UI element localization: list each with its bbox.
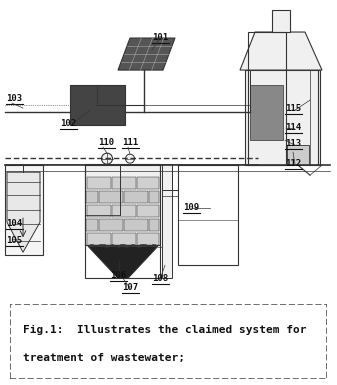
Bar	[5, 165, 43, 255]
Text: 115: 115	[285, 104, 301, 113]
Bar	[248, 32, 286, 165]
Text: 108: 108	[152, 274, 168, 283]
Bar	[272, 10, 290, 32]
Bar	[149, 191, 159, 203]
Text: 102: 102	[60, 119, 76, 128]
Bar	[137, 177, 159, 189]
Bar	[86, 191, 98, 203]
Bar	[86, 219, 98, 231]
Bar	[99, 219, 123, 231]
Bar	[85, 165, 160, 245]
Bar	[250, 85, 283, 140]
Bar	[87, 205, 111, 217]
Bar	[137, 233, 159, 245]
Text: treatment of wastewater;: treatment of wastewater;	[23, 353, 185, 363]
Polygon shape	[240, 32, 322, 70]
Bar	[287, 145, 309, 165]
Bar	[87, 233, 111, 245]
Text: 113: 113	[285, 139, 301, 148]
Circle shape	[125, 154, 134, 163]
Bar	[149, 219, 159, 231]
Bar	[112, 233, 136, 245]
Text: 101: 101	[152, 33, 168, 42]
Circle shape	[101, 153, 113, 164]
Text: 111: 111	[122, 138, 138, 147]
Bar	[112, 205, 136, 217]
Bar	[112, 177, 136, 189]
Polygon shape	[88, 246, 158, 278]
Text: 112: 112	[285, 159, 301, 168]
Bar	[70, 85, 125, 125]
Text: 114: 114	[285, 123, 301, 132]
Text: 105: 105	[6, 236, 22, 245]
Polygon shape	[7, 172, 40, 252]
Bar	[99, 191, 123, 203]
Text: 103: 103	[6, 94, 22, 103]
Bar	[245, 70, 320, 165]
Bar	[162, 164, 172, 278]
Bar	[178, 165, 238, 265]
Bar	[85, 164, 160, 278]
Bar	[124, 191, 148, 203]
Text: 110: 110	[98, 138, 114, 147]
Bar	[124, 219, 148, 231]
Bar	[137, 205, 159, 217]
Polygon shape	[118, 38, 175, 70]
Text: Fig.1:  Illustrates the claimed system for: Fig.1: Illustrates the claimed system fo…	[23, 325, 306, 335]
Text: 109: 109	[183, 203, 199, 212]
Text: 104: 104	[6, 219, 22, 228]
Text: 106: 106	[110, 271, 126, 280]
Text: 107: 107	[122, 283, 138, 292]
Bar	[87, 177, 111, 189]
